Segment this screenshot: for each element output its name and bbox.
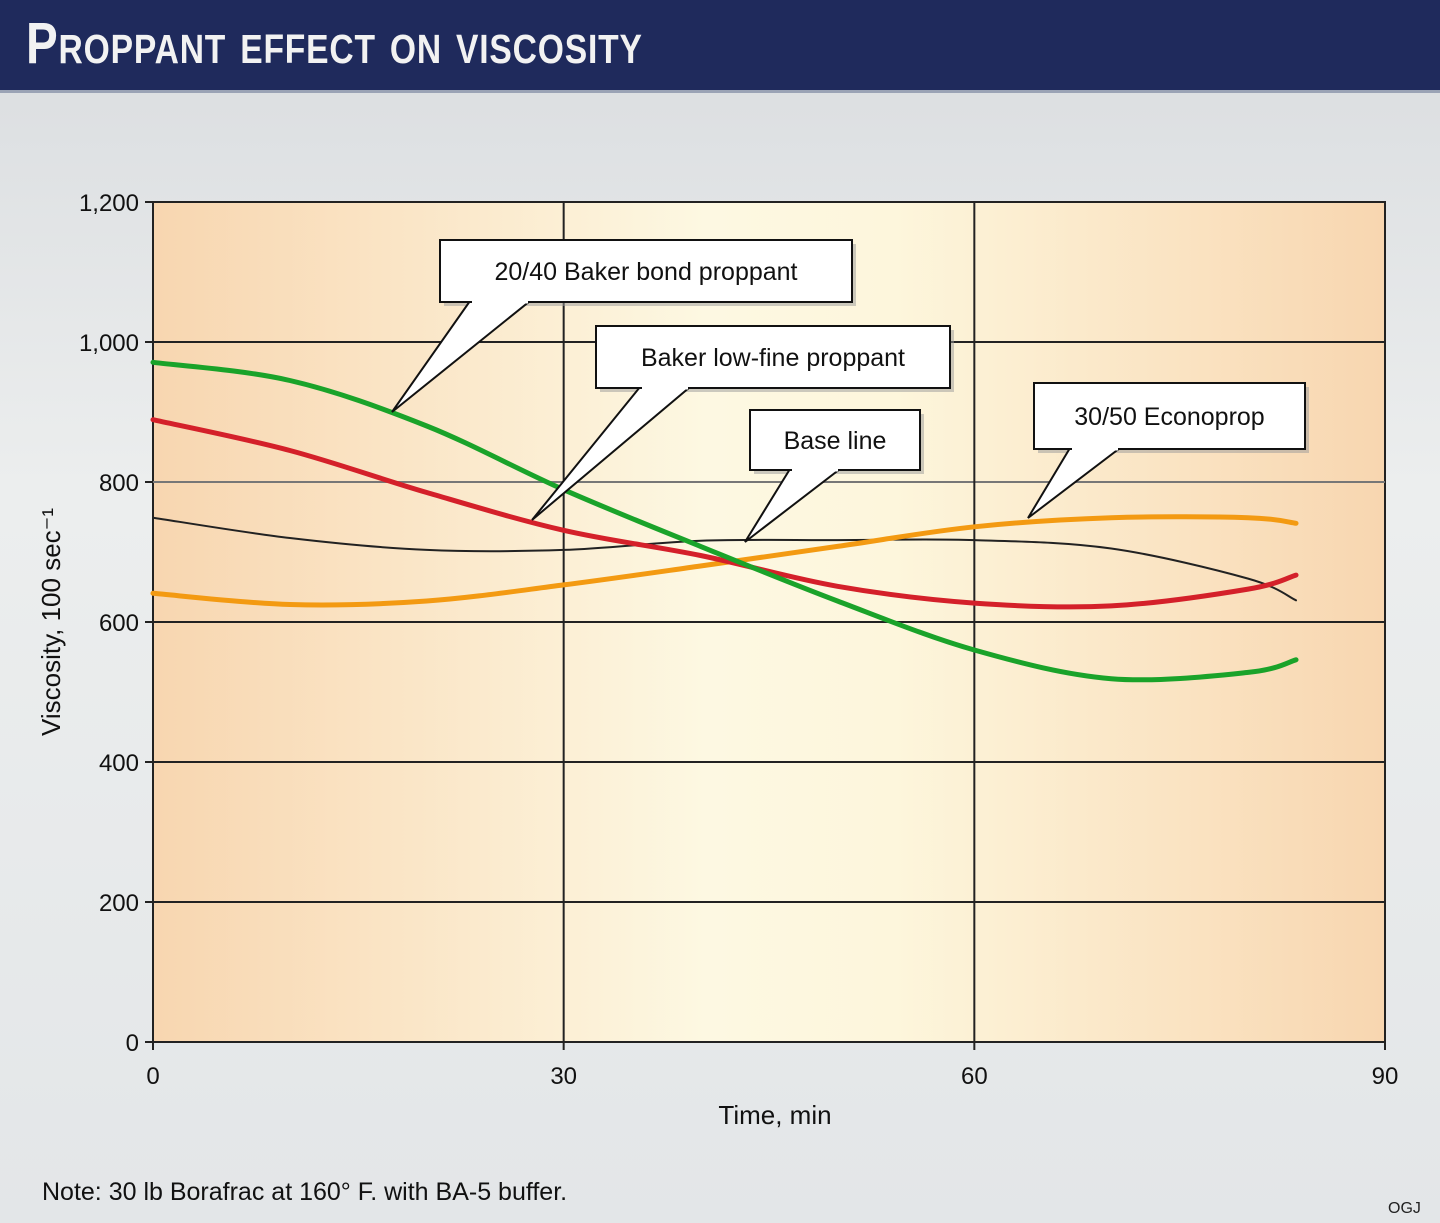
series-label: Base line xyxy=(784,427,887,455)
y-tick-label: 1,000 xyxy=(79,330,139,357)
series-label: 30/50 Econoprop xyxy=(1074,403,1264,431)
callout-label: Base line xyxy=(744,409,924,543)
series-label: 20/40 Baker bond proppant xyxy=(494,258,797,286)
y-tick-label: 400 xyxy=(99,750,139,777)
y-tick-label: 800 xyxy=(99,470,139,497)
credit: OGJ xyxy=(1388,1200,1421,1217)
callout-box xyxy=(439,239,853,303)
x-tick-label: 90 xyxy=(1372,1063,1399,1090)
series-label: Baker low-fine proppant xyxy=(641,344,905,372)
callout-label: 30/50 Econoprop xyxy=(1027,382,1309,519)
title-bar: Proppant effect on viscosity xyxy=(0,0,1440,93)
x-axis-label: Time, min xyxy=(718,1100,831,1130)
callout-box xyxy=(595,325,951,389)
callout-box xyxy=(749,409,921,471)
y-tick-label: 0 xyxy=(126,1030,139,1057)
x-tick-label: 0 xyxy=(146,1063,159,1090)
y-axis-label: Viscosity, 100 sec⁻¹ xyxy=(36,508,66,736)
callout-label: 20/40 Baker bond proppant xyxy=(391,239,856,413)
footnote: Note: 30 lb Borafrac at 160° F. with BA-… xyxy=(42,1178,568,1206)
series-line-20-40-baker-bond-proppant xyxy=(150,359,1299,683)
chart-title: Proppant effect on viscosity xyxy=(26,11,643,76)
x-tick-label: 60 xyxy=(961,1063,988,1090)
y-tick-label: 600 xyxy=(99,610,139,637)
series-line-30-50-econoprop xyxy=(150,514,1299,608)
x-tick-label: 30 xyxy=(550,1063,577,1090)
callout-box xyxy=(1033,382,1306,450)
y-tick-label: 1,200 xyxy=(79,190,139,217)
callout-label: Baker low-fine proppant xyxy=(531,325,954,521)
y-tick-label: 200 xyxy=(99,890,139,917)
